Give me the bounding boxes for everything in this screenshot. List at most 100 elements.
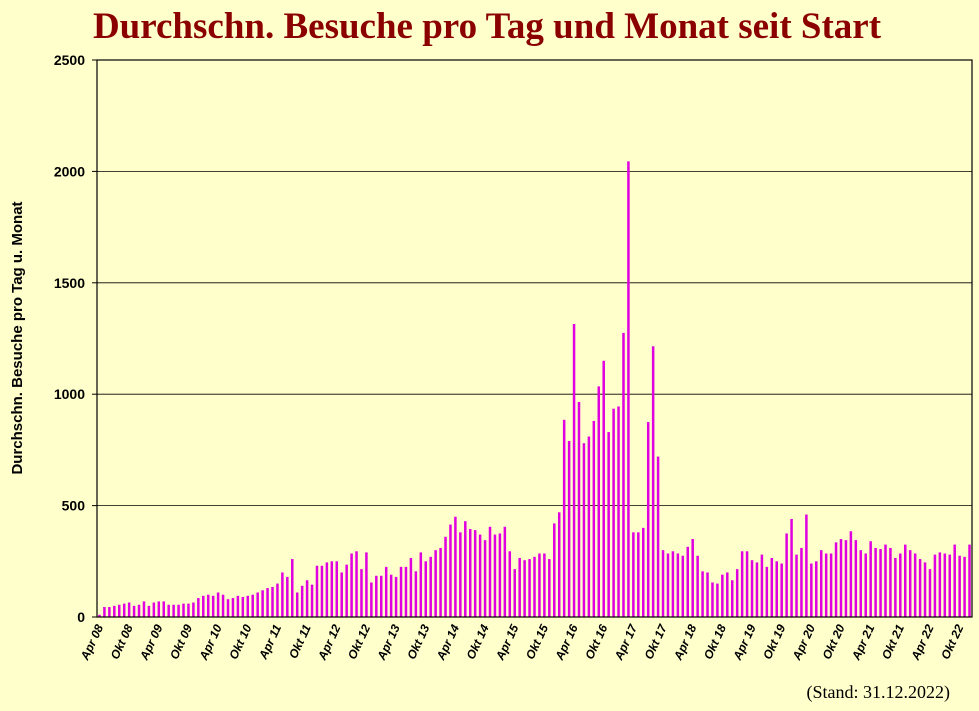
bar xyxy=(780,563,783,617)
bar xyxy=(671,551,675,617)
y-tick-label: 2500 xyxy=(54,52,85,68)
bar xyxy=(216,592,220,617)
bar xyxy=(592,420,596,617)
bar xyxy=(271,586,274,617)
bar xyxy=(498,533,502,617)
bar xyxy=(765,566,769,617)
bar xyxy=(320,565,324,617)
y-tick-label: 2000 xyxy=(54,163,85,179)
bar xyxy=(473,530,477,617)
bar xyxy=(266,588,269,617)
bar xyxy=(666,553,670,617)
bar xyxy=(894,557,897,617)
bar xyxy=(899,553,902,617)
bar xyxy=(557,512,561,617)
bar xyxy=(637,532,640,617)
bar xyxy=(815,561,818,617)
bar xyxy=(172,604,175,617)
bar xyxy=(904,544,907,617)
bar xyxy=(656,456,660,617)
plot-frame xyxy=(96,59,973,618)
bar xyxy=(394,576,398,617)
bar xyxy=(874,547,877,617)
bar xyxy=(859,550,863,617)
bar xyxy=(642,527,645,617)
bar xyxy=(127,602,131,617)
bar xyxy=(177,604,180,617)
bar xyxy=(276,583,279,617)
bar xyxy=(295,592,299,617)
bar xyxy=(824,553,828,617)
bar xyxy=(226,599,230,617)
bar xyxy=(389,574,393,617)
bar xyxy=(202,595,205,617)
bar xyxy=(211,595,215,617)
bar xyxy=(152,602,156,617)
bar xyxy=(231,598,235,617)
bar xyxy=(622,332,625,617)
bar xyxy=(854,540,858,617)
bar xyxy=(488,526,492,617)
bar xyxy=(399,566,403,617)
bar xyxy=(305,580,309,617)
bar xyxy=(187,603,190,617)
bar xyxy=(340,572,343,617)
y-tick-label: 1500 xyxy=(54,275,85,291)
bar xyxy=(691,539,694,617)
bar xyxy=(206,594,210,617)
bar xyxy=(968,544,971,617)
bar xyxy=(562,419,566,617)
bar xyxy=(730,580,734,617)
bar xyxy=(775,561,778,617)
bar xyxy=(938,552,942,617)
bar xyxy=(908,550,912,617)
bar xyxy=(375,575,378,617)
bar xyxy=(646,422,650,617)
bar xyxy=(785,533,788,617)
bar xyxy=(157,601,161,617)
bar xyxy=(607,432,610,617)
bar xyxy=(380,575,383,617)
bar xyxy=(468,528,472,617)
bar xyxy=(518,557,521,617)
bar xyxy=(122,603,126,617)
bar xyxy=(103,606,106,617)
bar xyxy=(548,559,551,617)
bar xyxy=(795,554,798,617)
bar xyxy=(819,550,823,617)
y-tick-label: 1000 xyxy=(54,386,85,402)
bar xyxy=(315,565,319,617)
bar xyxy=(849,531,853,617)
y-tick-label: 0 xyxy=(77,609,85,625)
bar xyxy=(162,601,165,617)
bar xyxy=(933,554,937,617)
bar xyxy=(182,603,185,617)
bar xyxy=(503,526,507,617)
bar xyxy=(291,559,294,617)
bar xyxy=(355,551,358,617)
chart-title: Durchschn. Besuche pro Tag und Monat sei… xyxy=(93,6,882,47)
bar xyxy=(286,576,289,617)
bar xyxy=(884,544,887,617)
bar xyxy=(612,408,615,617)
bar xyxy=(829,553,833,617)
bar xyxy=(879,549,882,617)
bar xyxy=(251,594,254,617)
bar xyxy=(918,559,922,617)
bar xyxy=(533,556,536,617)
bar xyxy=(711,582,714,617)
bar xyxy=(948,554,952,617)
bar xyxy=(953,544,956,617)
bar xyxy=(281,572,284,617)
bar xyxy=(113,605,116,617)
bar xyxy=(246,595,250,617)
bar xyxy=(686,546,689,617)
bar xyxy=(384,566,388,617)
bar xyxy=(439,547,442,617)
bar xyxy=(602,360,605,617)
bar xyxy=(567,440,571,617)
bar xyxy=(483,540,487,617)
bar xyxy=(839,539,843,617)
bar xyxy=(750,560,754,617)
